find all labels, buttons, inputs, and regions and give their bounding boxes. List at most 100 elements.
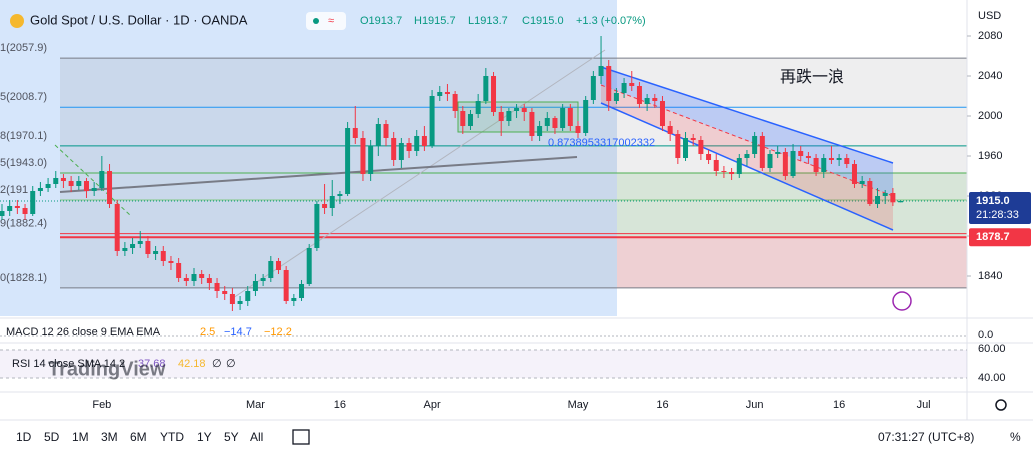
candle-body (360, 138, 366, 174)
settings-icon[interactable] (995, 399, 1007, 411)
candle-body (621, 83, 627, 93)
candle-body (322, 204, 328, 208)
watermark: TradingView (48, 358, 166, 380)
candle-body (805, 156, 811, 158)
candle-body (583, 100, 589, 133)
ohlc-value: +1.3 (+0.07%) (576, 15, 646, 27)
support-label: 1878.7 (976, 231, 1010, 243)
range-button[interactable]: 1M (72, 430, 89, 444)
candle-body (498, 112, 504, 121)
candle-body (560, 108, 566, 128)
candle-body (122, 248, 128, 251)
candle-body (45, 184, 51, 188)
candle-body (613, 93, 619, 101)
candle-body (153, 251, 159, 254)
calendar-icon[interactable] (292, 429, 310, 445)
candles (0, 36, 904, 311)
candle-body (467, 114, 473, 126)
candle-body (452, 94, 458, 111)
candle-body (214, 283, 220, 291)
candle-body (882, 193, 888, 196)
range-button[interactable]: 3M (101, 430, 118, 444)
symbol-title[interactable]: Gold Spot / U.S. Dollar · 1D · OANDA (30, 12, 248, 27)
range-button[interactable]: 6M (130, 430, 147, 444)
candle-body (828, 158, 834, 160)
ohlc-value: C1915.0 (522, 15, 564, 27)
candle-body (268, 261, 274, 278)
x-tick-label: Apr (424, 399, 441, 411)
candle-body (706, 154, 712, 160)
candle-body (375, 124, 381, 146)
candle-body (898, 201, 904, 203)
x-tick-label: Jul (917, 399, 931, 411)
candle-body (30, 191, 36, 214)
candle-body (68, 181, 74, 186)
candle-body (299, 284, 305, 298)
candle-body (590, 76, 596, 100)
note-annotation: 再跌一浪 (780, 68, 844, 86)
candle-body (168, 261, 174, 263)
percent-toggle[interactable]: % (1010, 430, 1021, 444)
candle-body (690, 138, 696, 140)
rsi-band (0, 350, 967, 378)
candle-body (337, 194, 343, 196)
rsi-value: ∅ (226, 358, 236, 370)
candle-body (813, 158, 819, 172)
candle-body (698, 140, 704, 154)
candle-body (752, 136, 758, 154)
candle-body (736, 158, 742, 174)
candle-body (237, 301, 243, 304)
range-button[interactable]: 5D (44, 430, 60, 444)
range-button[interactable]: 1Y (197, 430, 212, 444)
alert-icon[interactable] (892, 291, 912, 311)
rsi-value: ∅ (212, 358, 222, 370)
currency-label[interactable]: USD (978, 10, 1001, 22)
candle-body (306, 248, 312, 284)
candle-body (160, 251, 166, 261)
candle-body (721, 171, 727, 172)
candle-body (460, 111, 466, 126)
last-price-tag (969, 192, 1031, 224)
macd-value: −12.2 (264, 326, 292, 338)
fib-label: 8(1970.1) (0, 130, 47, 142)
candle-body (429, 96, 435, 146)
fib-label: 9(1882.4) (0, 218, 47, 230)
candle-body (368, 146, 374, 174)
candle-body (130, 244, 136, 248)
candle-body (759, 136, 765, 168)
range-button[interactable]: 5Y (224, 430, 239, 444)
candle-body (729, 172, 735, 174)
candle-body (176, 263, 182, 278)
candle-body (629, 83, 635, 86)
range-button[interactable]: YTD (160, 430, 184, 444)
range-button[interactable]: All (250, 430, 263, 444)
fib-annotation: 0.8738953317002332 (548, 137, 655, 149)
candle-body (53, 178, 59, 184)
candle-body (398, 143, 404, 160)
candle-body (767, 154, 773, 168)
ohlc-value: H1915.7 (414, 15, 456, 27)
candle-body (283, 270, 289, 301)
candle-body (775, 152, 781, 154)
candle-body (199, 274, 205, 278)
status-pill[interactable] (306, 12, 346, 30)
rsi-label: RSI 14 close SMA 14 2 (12, 358, 125, 370)
candle-body (636, 86, 642, 104)
candle-body (183, 278, 189, 281)
y-tick-label: 2080 (978, 30, 1002, 42)
range-button[interactable]: 1D (16, 430, 32, 444)
candle-body (667, 126, 673, 134)
candle-body (890, 193, 896, 203)
rsi-axis-label: 40.00 (978, 372, 1006, 384)
candle-body (229, 294, 235, 304)
toolbar: 1D 5D 1M 3M 6M YTD 1Y 5Y All (16, 430, 263, 444)
candle-body (245, 291, 251, 301)
channel-upper-fill (601, 67, 893, 196)
countdown: 21:28:33 (976, 209, 1019, 221)
x-tick-label: Mar (246, 399, 265, 411)
x-tick-label: May (568, 399, 589, 411)
x-tick-label: Jun (746, 399, 764, 411)
candle-body (406, 143, 412, 151)
candle-body (491, 76, 497, 112)
candle-body (60, 178, 66, 181)
